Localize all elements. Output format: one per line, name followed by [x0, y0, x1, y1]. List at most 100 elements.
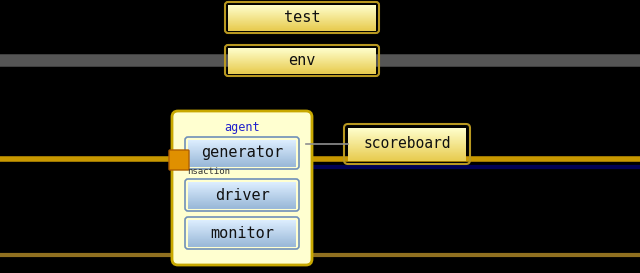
FancyBboxPatch shape [188, 150, 296, 152]
FancyBboxPatch shape [228, 27, 376, 28]
FancyBboxPatch shape [188, 198, 296, 200]
FancyBboxPatch shape [348, 144, 466, 146]
FancyBboxPatch shape [188, 236, 296, 238]
FancyBboxPatch shape [188, 158, 296, 160]
FancyBboxPatch shape [188, 187, 296, 189]
FancyBboxPatch shape [188, 200, 296, 202]
FancyBboxPatch shape [188, 192, 296, 193]
FancyBboxPatch shape [188, 239, 296, 241]
FancyBboxPatch shape [188, 144, 296, 145]
FancyBboxPatch shape [228, 53, 376, 55]
FancyBboxPatch shape [188, 161, 296, 163]
FancyBboxPatch shape [188, 185, 296, 186]
FancyBboxPatch shape [228, 72, 376, 73]
FancyBboxPatch shape [188, 150, 296, 152]
FancyBboxPatch shape [188, 207, 296, 209]
FancyBboxPatch shape [228, 6, 376, 8]
FancyBboxPatch shape [228, 26, 376, 28]
FancyBboxPatch shape [228, 49, 376, 50]
FancyBboxPatch shape [188, 182, 296, 184]
FancyBboxPatch shape [228, 29, 376, 31]
FancyBboxPatch shape [188, 188, 296, 190]
FancyBboxPatch shape [188, 190, 296, 192]
FancyBboxPatch shape [169, 150, 189, 170]
FancyBboxPatch shape [188, 152, 296, 154]
FancyBboxPatch shape [188, 162, 296, 164]
FancyBboxPatch shape [228, 22, 376, 24]
Text: driver: driver [214, 188, 269, 203]
FancyBboxPatch shape [228, 57, 376, 58]
FancyBboxPatch shape [188, 196, 296, 198]
FancyBboxPatch shape [228, 19, 376, 20]
FancyBboxPatch shape [188, 162, 296, 164]
FancyBboxPatch shape [228, 59, 376, 60]
FancyBboxPatch shape [348, 147, 466, 149]
FancyBboxPatch shape [348, 152, 466, 154]
Text: agent: agent [224, 121, 260, 135]
FancyBboxPatch shape [228, 48, 376, 50]
FancyBboxPatch shape [188, 156, 296, 158]
FancyBboxPatch shape [172, 111, 312, 265]
FancyBboxPatch shape [348, 155, 466, 157]
FancyBboxPatch shape [228, 19, 376, 21]
FancyBboxPatch shape [228, 17, 376, 19]
FancyBboxPatch shape [228, 67, 376, 68]
FancyBboxPatch shape [228, 24, 376, 26]
Text: nsaction: nsaction [187, 168, 230, 177]
FancyBboxPatch shape [228, 11, 376, 12]
FancyBboxPatch shape [188, 220, 296, 222]
FancyBboxPatch shape [188, 227, 296, 229]
FancyBboxPatch shape [228, 70, 376, 72]
FancyBboxPatch shape [188, 142, 296, 144]
FancyBboxPatch shape [228, 52, 376, 54]
FancyBboxPatch shape [188, 193, 296, 195]
FancyBboxPatch shape [348, 142, 466, 143]
FancyBboxPatch shape [188, 226, 296, 228]
FancyBboxPatch shape [188, 148, 296, 150]
FancyBboxPatch shape [348, 139, 466, 141]
FancyBboxPatch shape [188, 149, 296, 150]
FancyBboxPatch shape [228, 14, 376, 16]
FancyBboxPatch shape [188, 159, 296, 161]
FancyBboxPatch shape [188, 189, 296, 191]
FancyBboxPatch shape [228, 11, 376, 13]
FancyBboxPatch shape [188, 242, 296, 244]
FancyBboxPatch shape [188, 143, 296, 144]
FancyBboxPatch shape [348, 143, 466, 144]
FancyBboxPatch shape [228, 8, 376, 10]
FancyBboxPatch shape [228, 62, 376, 64]
FancyBboxPatch shape [228, 15, 376, 17]
FancyBboxPatch shape [228, 58, 376, 60]
FancyBboxPatch shape [348, 156, 466, 158]
FancyBboxPatch shape [348, 159, 466, 161]
FancyBboxPatch shape [188, 224, 296, 226]
FancyBboxPatch shape [188, 185, 296, 187]
FancyBboxPatch shape [188, 144, 296, 146]
FancyBboxPatch shape [188, 245, 296, 247]
FancyBboxPatch shape [188, 145, 296, 147]
FancyBboxPatch shape [348, 149, 466, 151]
FancyBboxPatch shape [188, 236, 296, 238]
FancyBboxPatch shape [188, 244, 296, 246]
FancyBboxPatch shape [228, 59, 376, 61]
FancyBboxPatch shape [228, 9, 376, 10]
FancyBboxPatch shape [188, 204, 296, 206]
FancyBboxPatch shape [228, 28, 376, 30]
FancyBboxPatch shape [228, 24, 376, 25]
FancyBboxPatch shape [188, 155, 296, 157]
FancyBboxPatch shape [348, 133, 466, 135]
FancyBboxPatch shape [348, 129, 466, 130]
FancyBboxPatch shape [348, 138, 466, 140]
FancyBboxPatch shape [228, 9, 376, 11]
FancyBboxPatch shape [348, 138, 466, 140]
FancyBboxPatch shape [188, 183, 296, 185]
FancyBboxPatch shape [228, 23, 376, 25]
FancyBboxPatch shape [228, 68, 376, 70]
FancyBboxPatch shape [188, 146, 296, 148]
FancyBboxPatch shape [188, 198, 296, 200]
FancyBboxPatch shape [228, 51, 376, 53]
FancyBboxPatch shape [348, 130, 466, 131]
FancyBboxPatch shape [188, 231, 296, 233]
FancyBboxPatch shape [188, 154, 296, 156]
FancyBboxPatch shape [228, 13, 376, 14]
